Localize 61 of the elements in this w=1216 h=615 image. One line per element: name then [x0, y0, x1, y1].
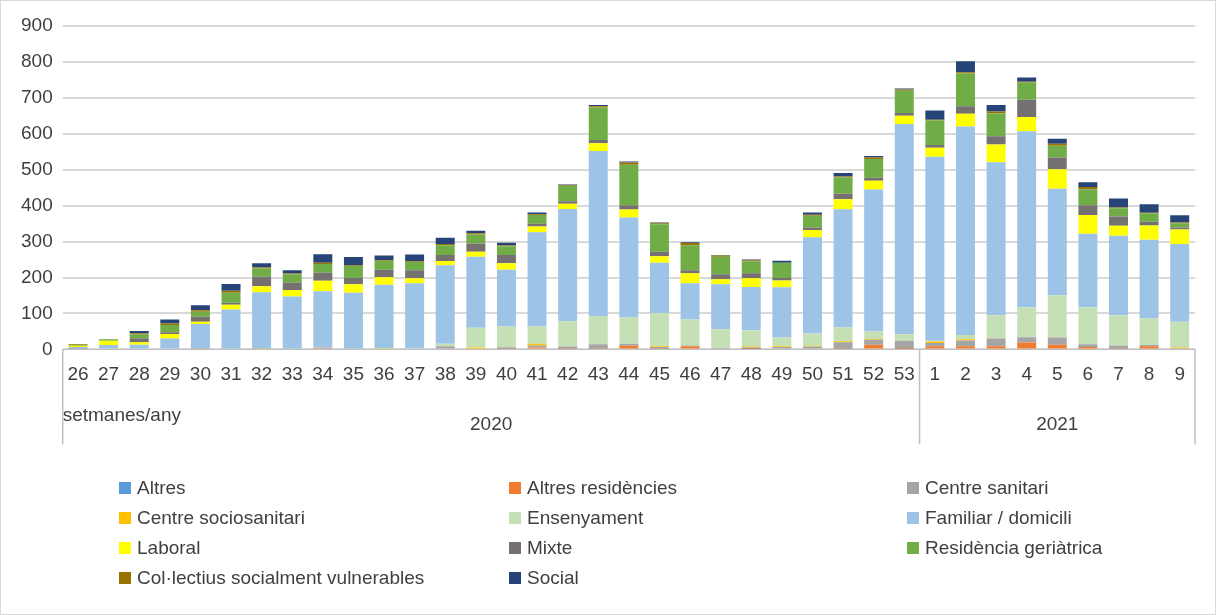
x-tick-label: 52 [863, 363, 885, 385]
x-tick-label: 8 [1143, 363, 1155, 385]
legend-label: Centre sociosanitari [137, 507, 305, 529]
x-tick-label: 26 [67, 363, 89, 385]
legend-label: Col·lectius socialment vulnerables [137, 567, 425, 589]
y-tick-label: 300 [21, 229, 53, 251]
legend-label: Ensenyament [527, 507, 644, 529]
x-tick-label: 30 [189, 363, 211, 385]
x-axis-title: setmanes/any [62, 403, 182, 425]
legend-label: Familiar / domicili [925, 507, 1072, 529]
x-tick-label: 35 [342, 363, 364, 385]
x-tick-label: 5 [1052, 363, 1063, 385]
x-tick-label: 42 [557, 363, 579, 385]
x-tick-label: 53 [893, 363, 915, 385]
legend-label: Social [527, 567, 579, 589]
x-tick-label: 32 [251, 363, 273, 385]
y-tick-label: 500 [21, 157, 53, 179]
x-tick-label: 47 [710, 363, 732, 385]
x-tick-label: 38 [434, 363, 456, 385]
legend-label: Laboral [137, 537, 201, 559]
y-tick-label: 400 [21, 193, 53, 215]
x-tick-label: 7 [1113, 363, 1124, 385]
x-tick-label: 49 [771, 363, 793, 385]
x-tick-label: 2 [960, 363, 971, 385]
x-tick-label: 37 [404, 363, 426, 385]
legend-label: Mixte [527, 537, 573, 559]
text: 2021 [1036, 412, 1079, 434]
x-tick-label: 41 [526, 363, 548, 385]
x-tick-label: 9 [1174, 363, 1185, 385]
legend-label: Centre sanitari [925, 477, 1049, 499]
x-tick-label: 48 [740, 363, 762, 385]
x-tick-label: 43 [587, 363, 609, 385]
y-tick-label: 800 [21, 50, 53, 72]
x-tick-label: 28 [128, 363, 150, 385]
x-tick-label: 29 [159, 363, 181, 385]
x-tick-label: 6 [1082, 363, 1094, 385]
x-tick-label: 46 [679, 363, 701, 385]
x-tick-label: 34 [312, 363, 334, 385]
y-tick-label: 600 [21, 122, 53, 144]
x-tick-label: 40 [495, 363, 518, 385]
y-tick-label: 700 [21, 86, 53, 108]
y-tick-label: 900 [21, 14, 53, 36]
text: 2020 [470, 412, 513, 434]
x-tick-label: 51 [832, 363, 854, 385]
x-tick-label: 36 [373, 363, 395, 385]
legend-label: Altres [137, 477, 186, 499]
x-tick-label: 33 [281, 363, 303, 385]
legend-label: Altres residències [527, 477, 677, 499]
x-tick-label: 50 [801, 363, 824, 385]
x-tick-label: 31 [220, 363, 242, 385]
y-tick-label: 0 [42, 337, 53, 359]
x-tick-label: 4 [1021, 363, 1033, 385]
y-tick-label: 200 [21, 265, 53, 287]
x-tick-label: 27 [98, 363, 120, 385]
y-tick-label: 100 [21, 301, 53, 323]
x-tick-label: 45 [648, 363, 671, 385]
x-tick-label: 44 [618, 363, 640, 385]
x-tick-label: 1 [929, 363, 941, 385]
x-tick-label: 3 [990, 363, 1002, 385]
legend-label: Residència geriàtrica [925, 537, 1103, 559]
x-tick-label: 39 [465, 363, 487, 385]
